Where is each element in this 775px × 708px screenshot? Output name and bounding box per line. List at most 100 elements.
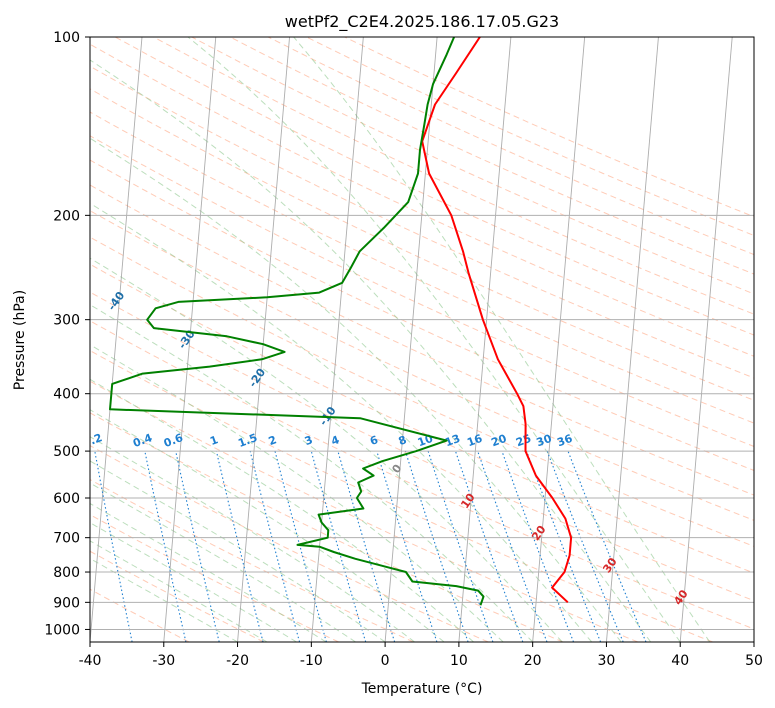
background-lines	[90, 37, 754, 642]
isotherm-line	[163, 37, 217, 642]
mixing-ratio-label: 1	[208, 433, 220, 448]
x-tick-label: 40	[671, 653, 689, 669]
mixing-ratio-line	[175, 450, 220, 642]
mixing-ratio-label: 4	[329, 433, 341, 448]
x-axis-label: Temperature (°C)	[361, 681, 483, 697]
y-tick-label: 300	[53, 313, 80, 329]
mixing-ratio-line	[274, 450, 327, 642]
dry-adiabat-line	[115, 37, 754, 336]
y-tick-label: 900	[53, 595, 80, 611]
y-tick-label: 800	[53, 565, 80, 581]
dry-adiabat-line	[191, 37, 754, 295]
isotherm-line	[90, 37, 143, 642]
moist-adiabat-line	[90, 502, 327, 642]
isotherm-line	[310, 37, 364, 642]
y-axis-ticks: 100 200 300 400 500 600 700 800 900 1000	[44, 30, 90, 638]
moist-adiabat-line	[90, 522, 297, 642]
mixing-ratio-line	[310, 450, 367, 642]
y-tick-label: 700	[53, 531, 80, 547]
dry-adiabat-line	[90, 291, 754, 602]
x-tick-label: -30	[152, 653, 175, 669]
isotherm-line	[679, 37, 733, 642]
chart-title: wetPf2_C2E4.2025.186.17.05.G23	[285, 12, 559, 32]
y-tick-label: 500	[53, 444, 80, 460]
isotherm-line	[753, 636, 754, 642]
mixing-ratio-label: 36	[555, 432, 574, 450]
x-tick-label: 10	[450, 653, 468, 669]
y-tick-label: 400	[53, 387, 80, 403]
dry-adiabat-line	[90, 320, 754, 630]
moist-adiabat-line	[90, 482, 356, 642]
y-tick-label: 600	[53, 491, 80, 507]
mixing-ratio-line	[94, 451, 133, 642]
y-tick-label: 100	[53, 30, 80, 46]
mixing-ratio-labels: 0.1 0.2 0.4 0.6 1 1.5 2 3 4 6 8 10 13 16 20 25 30 36	[90, 431, 575, 450]
mixing-ratio-line	[567, 450, 647, 642]
dry-adiabat-line	[90, 111, 754, 424]
profile-series	[109, 37, 573, 606]
mixing-ratio-line	[337, 450, 396, 642]
dry-adiabat-line	[90, 184, 754, 496]
moist-adiabat-line	[90, 344, 504, 642]
moist-adiabat-line	[90, 557, 238, 642]
mixing-ratio-label: 0.6	[162, 431, 185, 450]
mixing-ratio-label: 20	[489, 432, 508, 450]
mixing-ratio-line	[376, 450, 438, 642]
dry-adiabat-line	[90, 550, 265, 642]
moist-adiabat-line	[187, 37, 681, 642]
moist-adiabat-line	[90, 378, 474, 642]
mixing-ratio-label: 25	[514, 432, 533, 449]
mixing-ratio-line	[454, 450, 524, 642]
moist-adiabat-line	[90, 540, 268, 642]
dry-adiabat-line	[90, 210, 754, 521]
dry-adiabat-line	[90, 412, 564, 642]
mixing-ratio-line	[546, 450, 624, 642]
y-axis-label: Pressure (hPa)	[12, 290, 28, 390]
mixing-ratio-line	[215, 450, 264, 642]
mixing-ratio-label: 0.4	[131, 431, 154, 450]
moist-adiabat-line	[90, 409, 445, 642]
mixing-ratio-label: 6	[368, 433, 380, 448]
mixing-ratio-label: 30	[535, 432, 554, 450]
plot-frame	[89, 36, 755, 643]
mixing-ratio-line	[526, 450, 602, 642]
mixing-ratio-label: 3	[303, 433, 315, 448]
mixing-ratio-label: 13	[443, 432, 462, 449]
moist-adiabat-line	[293, 37, 711, 642]
y-tick-label: 1000	[44, 622, 80, 638]
mixing-ratio-line	[477, 450, 548, 642]
dry-adiabat-line	[90, 349, 713, 642]
moist-adiabat-line	[90, 202, 593, 642]
dry-adiabat-line	[90, 514, 339, 642]
mixing-ratio-line	[427, 450, 494, 642]
x-tick-label: 20	[524, 653, 542, 669]
mixing-ratio-line	[501, 450, 575, 642]
dry-adiabat-line	[90, 159, 754, 472]
mixing-ratio-label: 16	[465, 432, 484, 450]
mixing-ratio-label: 8	[397, 433, 409, 448]
mixing-ratio-line	[249, 450, 301, 642]
x-tick-label: 30	[598, 653, 616, 669]
isotherm-line	[237, 37, 291, 642]
isotherm-line	[605, 37, 659, 642]
mixing-ratio-label: 1.5	[236, 431, 259, 450]
isotherm-line	[384, 37, 438, 642]
x-tick-label: -20	[226, 653, 249, 669]
dewpoint-profile-line	[109, 37, 485, 606]
isotherm-line	[532, 37, 586, 642]
dry-adiabat-line	[90, 444, 489, 642]
dry-adiabat-line	[90, 43, 754, 357]
x-tick-label: 0	[381, 653, 390, 669]
moist-adiabat-line	[90, 460, 386, 642]
isotherm-line	[458, 37, 512, 642]
x-tick-label: -40	[79, 653, 102, 669]
moist-adiabat-line	[90, 137, 622, 642]
temperature-profile-line	[421, 37, 573, 604]
isotherm-label: -50	[35, 251, 57, 275]
y-tick-label: 200	[53, 208, 80, 224]
mixing-ratio-label: 2	[267, 433, 279, 448]
x-tick-label: -10	[300, 653, 323, 669]
moist-adiabat-line	[90, 59, 652, 642]
mixing-ratio-line	[144, 450, 187, 642]
